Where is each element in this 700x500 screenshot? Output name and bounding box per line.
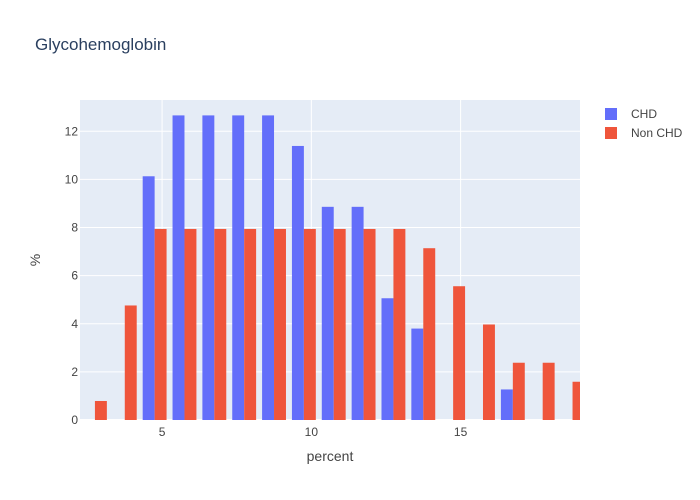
legend-swatch[interactable]: [605, 108, 617, 120]
y-tick-label: 10: [65, 172, 79, 186]
bar-non-chd[interactable]: [482, 324, 495, 420]
x-tick-label: 10: [305, 425, 319, 439]
legend-label[interactable]: Non CHD: [631, 126, 683, 140]
bar-non-chd[interactable]: [572, 381, 580, 420]
bar-chd[interactable]: [321, 206, 334, 420]
y-tick-label: 8: [71, 221, 78, 235]
y-axis-label: %: [27, 254, 43, 266]
bar-non-chd[interactable]: [244, 228, 257, 420]
bar-non-chd[interactable]: [303, 228, 316, 420]
x-axis-ticks: 5 10 15: [159, 425, 468, 439]
bar-non-chd[interactable]: [512, 362, 525, 420]
x-axis-label: percent: [307, 448, 354, 464]
bar-non-chd[interactable]: [274, 228, 286, 420]
bars: [94, 115, 580, 420]
legend: CHD Non CHD: [605, 107, 683, 140]
y-tick-label: 4: [71, 317, 78, 331]
y-tick-label: 2: [71, 365, 78, 379]
bar-non-chd[interactable]: [542, 362, 555, 420]
bar-non-chd[interactable]: [393, 228, 406, 420]
bar-non-chd[interactable]: [124, 305, 137, 420]
bar-chd[interactable]: [262, 115, 275, 420]
bar-chd[interactable]: [232, 115, 245, 420]
y-axis-ticks: 0 2 4 6 8 10 12: [65, 124, 79, 427]
bar-non-chd[interactable]: [154, 228, 167, 420]
bar-chd[interactable]: [381, 298, 394, 420]
bar-chd[interactable]: [500, 389, 513, 420]
bar-chd[interactable]: [202, 115, 215, 420]
bar-non-chd[interactable]: [333, 228, 346, 420]
bar-chd[interactable]: [351, 206, 364, 420]
x-tick-label: 5: [159, 425, 166, 439]
bar-chd[interactable]: [142, 176, 155, 420]
bar-non-chd[interactable]: [363, 228, 376, 420]
bar-non-chd[interactable]: [453, 286, 466, 420]
bar-non-chd[interactable]: [184, 228, 197, 420]
legend-label[interactable]: CHD: [631, 107, 657, 121]
bar-chd[interactable]: [172, 115, 185, 420]
legend-swatch[interactable]: [605, 127, 617, 139]
bar-chd[interactable]: [411, 328, 424, 420]
chart-title: Glycohemoglobin: [35, 35, 166, 54]
y-tick-label: 0: [71, 413, 78, 427]
bar-non-chd[interactable]: [423, 248, 436, 420]
bar-non-chd[interactable]: [94, 400, 107, 420]
y-tick-label: 12: [65, 124, 79, 138]
x-tick-label: 15: [454, 425, 468, 439]
y-tick-label: 6: [71, 269, 78, 283]
bar-chd[interactable]: [291, 145, 304, 420]
bar-non-chd[interactable]: [214, 228, 227, 420]
